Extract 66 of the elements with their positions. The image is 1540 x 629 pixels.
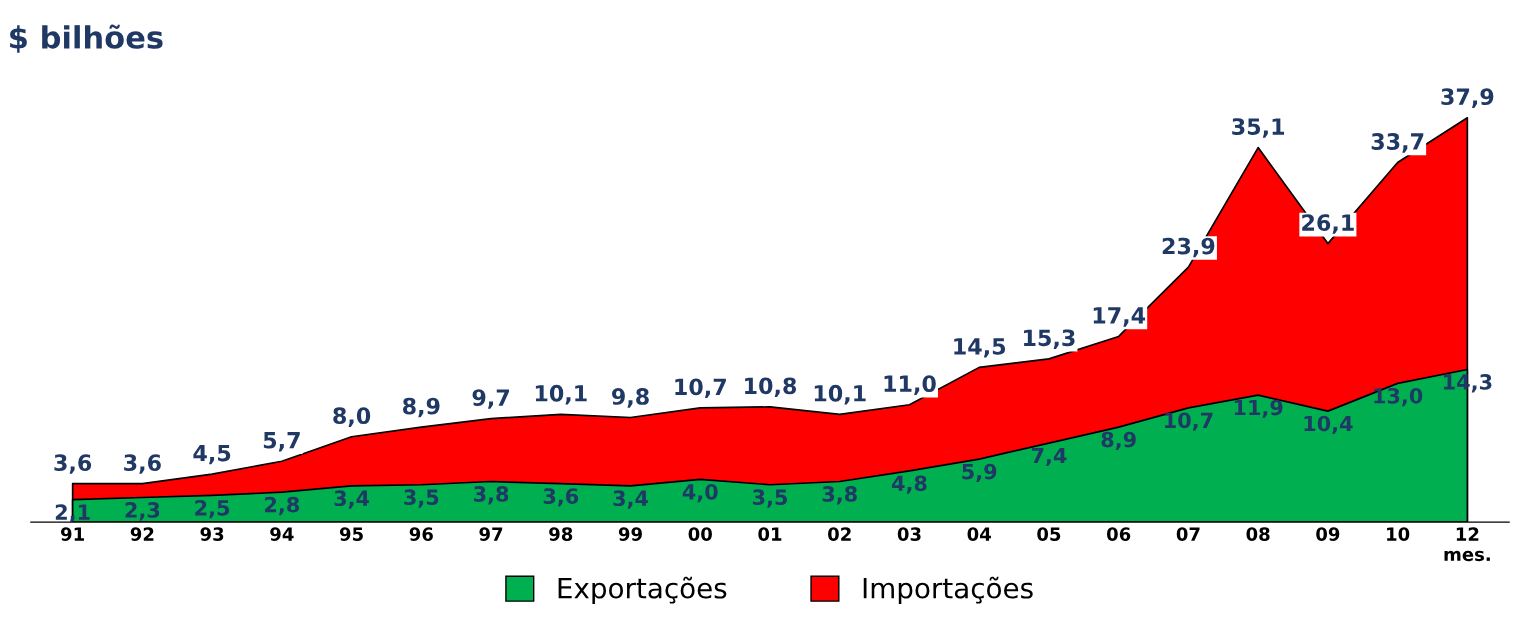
x-tick-label: 03 [897,527,921,541]
x-tick-label: 94 [270,527,294,541]
data-label: 4,0 [682,483,718,503]
data-label: 10,8 [745,377,797,398]
data-label: 37,9 [1441,88,1494,108]
x-tick-label: 08 [1246,527,1270,541]
data-label: 10,1 [535,384,587,405]
data-label: 3,4 [613,490,649,509]
data-label: 11,0 [884,375,936,395]
data-label: 17,4 [1093,307,1146,327]
data-label: 13,0 [1374,387,1423,407]
data-label: 10,1 [814,384,866,405]
data-label: 3,8 [822,486,857,505]
x-tick-label: 95 [339,527,363,541]
data-label: 15,3 [1024,329,1075,350]
data-label: 14,3 [1444,374,1492,393]
legend-label: Exportações [558,576,727,604]
data-label: 9,7 [472,389,509,409]
data-label: 3,5 [752,489,787,508]
x-tick-label: 98 [549,527,573,541]
data-label: 4,8 [891,475,927,494]
data-label: 26,1 [1302,214,1354,234]
x-tick-label: 07 [1176,527,1200,541]
data-label: 35,1 [1232,118,1285,138]
x-tick-label: 93 [200,527,224,541]
x-tick-label: 09 [1316,527,1340,541]
data-label: 8,0 [333,407,371,427]
x-tick-label: 91 [61,527,84,541]
data-label: 2,1 [55,504,90,523]
data-label: 8,9 [1101,431,1136,451]
x-tick-label: 97 [479,527,503,541]
data-label: 2,5 [195,499,230,519]
x-tick-label: 02 [828,527,851,541]
x-tick-label: 92 [130,527,154,541]
data-label: 3,5 [404,489,439,508]
data-label: 23,9 [1162,237,1215,258]
data-label: 2,8 [265,496,300,516]
data-label: 4,5 [193,444,231,465]
x-tick-label: 04 [967,527,991,541]
data-label: 2,3 [125,502,160,521]
data-label: 10,7 [675,378,726,399]
x-tick-label: 06 [1106,527,1131,541]
x-tick-label: 01 [758,527,782,541]
data-label: 11,9 [1234,399,1283,419]
data-label: 5,9 [962,463,997,483]
data-label: 33,7 [1371,133,1424,153]
data-label: 7,4 [1031,447,1067,467]
data-label: 9,8 [612,388,649,408]
data-label: 10,4 [1304,415,1353,435]
data-label: 3,6 [543,488,579,507]
data-label: 3,6 [124,454,161,474]
chart-title: $ bilhões [10,24,163,53]
data-label: 14,5 [954,338,1006,358]
x-tick-label: 00 [688,527,712,541]
data-label: 5,7 [263,432,300,452]
x-tick-label: 96 [409,527,433,541]
data-label: 3,8 [474,486,509,505]
data-label: 10,7 [1165,412,1213,431]
x-tick-label: 99 [618,527,642,541]
x-tick-label: 12 mes. [1444,527,1490,562]
legend-label: Importações [863,576,1033,604]
data-label: 3,6 [54,454,92,474]
data-label: 3,4 [334,490,370,509]
x-tick-label: 05 [1037,527,1061,541]
data-label: 8,9 [403,397,440,418]
x-tick-label: 10 [1387,527,1410,541]
